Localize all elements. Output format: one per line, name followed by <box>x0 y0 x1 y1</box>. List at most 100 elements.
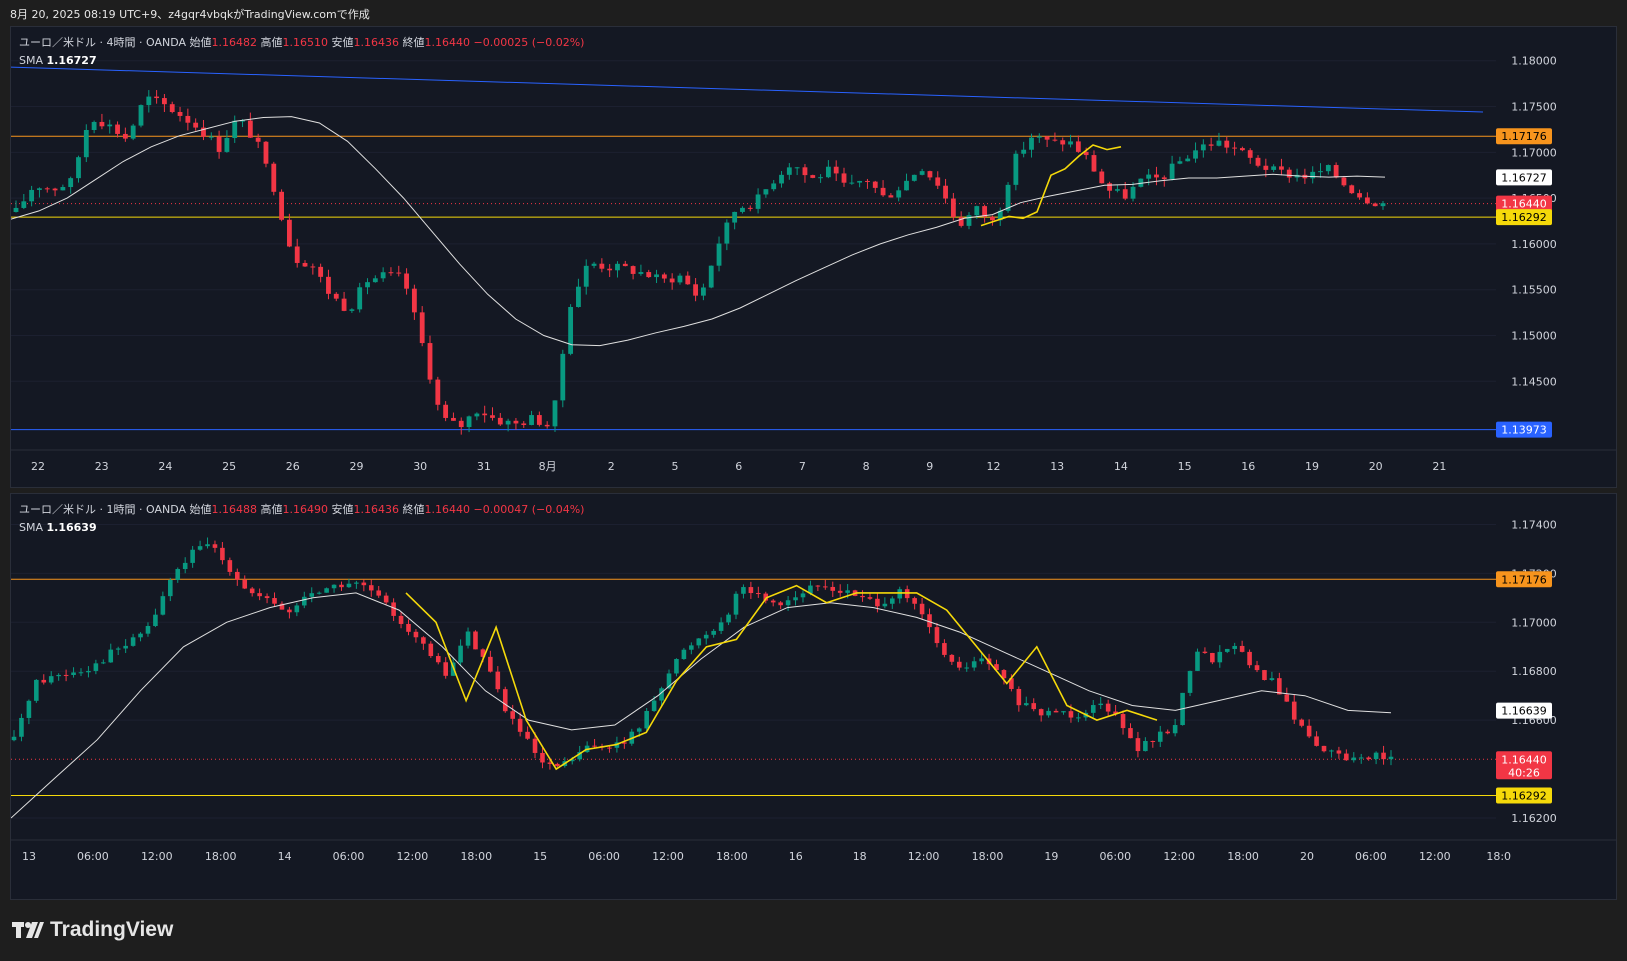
candle-body <box>867 597 873 599</box>
y-tick-label: 1.16800 <box>1511 665 1557 678</box>
sma-line <box>11 116 1386 347</box>
candle-body <box>154 96 160 99</box>
y-tick-label: 1.15000 <box>1511 330 1557 343</box>
y-tick-label: 1.17400 <box>1511 518 1557 531</box>
candle-down <box>413 629 419 643</box>
low-value: 1.16436 <box>353 36 400 49</box>
candle-up <box>48 671 54 685</box>
tradingview-logo[interactable]: TradingView <box>12 918 173 942</box>
candle-down <box>622 737 627 749</box>
candle-up <box>205 537 210 549</box>
chart-4h-svg[interactable]: 1.180001.175001.170001.165001.160001.155… <box>11 27 1617 488</box>
candle-body <box>1329 750 1334 752</box>
candle-body <box>1239 148 1245 151</box>
candle-down <box>540 747 545 769</box>
candle-body <box>1005 184 1011 211</box>
candle-up <box>1216 132 1222 147</box>
x-tick-label: 18:00 <box>205 850 237 863</box>
candle-body <box>168 579 173 597</box>
candle-body <box>1349 185 1355 194</box>
candle-up <box>1172 718 1178 737</box>
x-tick-label: 23 <box>95 460 109 473</box>
candle-down <box>1299 718 1304 728</box>
candle-down <box>428 641 434 658</box>
candle-up <box>78 668 84 677</box>
candle-body <box>703 634 709 639</box>
x-tick-label: 12 <box>987 460 1001 473</box>
candle-body <box>115 648 121 650</box>
candle-down <box>1099 168 1105 184</box>
low-value: 1.16436 <box>353 503 400 516</box>
candle-up <box>583 259 589 295</box>
candle-body <box>1083 151 1089 156</box>
candle-body <box>428 643 434 657</box>
candle-body <box>138 633 143 638</box>
chart-panel-1h[interactable]: ユーロ／米ドル · 1時間 · OANDA 始値1.16488 高値1.1649… <box>10 493 1617 900</box>
x-tick-label: 22 <box>31 460 45 473</box>
candle-down <box>286 213 292 248</box>
candle-body <box>1076 717 1081 719</box>
candle-body <box>160 596 166 615</box>
candle-up <box>1023 696 1029 707</box>
candle-body <box>1177 161 1183 164</box>
candle-down <box>1105 699 1111 716</box>
x-tick-label: 12:00 <box>141 850 173 863</box>
candle-body <box>368 585 374 591</box>
candle-up <box>800 590 806 603</box>
candle-body <box>419 312 425 344</box>
short-ma-line <box>405 584 1158 771</box>
candle-body <box>357 287 363 310</box>
candle-body <box>677 275 683 283</box>
candle-down <box>154 90 160 104</box>
candle-down <box>770 599 776 607</box>
level-high-badge-text: 1.17176 <box>1501 573 1547 586</box>
candle-body <box>1351 757 1357 761</box>
candle-down <box>263 140 269 168</box>
candle-body <box>1208 144 1214 146</box>
candle-body <box>421 637 426 644</box>
candle-body <box>76 157 81 179</box>
candle-body <box>1105 703 1111 712</box>
candle-down <box>823 579 828 590</box>
candle-body <box>1107 183 1113 191</box>
chart-panel-4h[interactable]: ユーロ／米ドル · 4時間 · OANDA 始値1.16482 高値1.1651… <box>10 26 1617 488</box>
candle-down <box>1016 686 1022 712</box>
candle-up <box>741 584 746 599</box>
candle-body <box>383 595 389 603</box>
candle-body <box>882 603 888 607</box>
candle-body <box>622 263 628 267</box>
sma-badge-text: 1.16639 <box>1501 705 1547 718</box>
open-value: 1.16482 <box>211 36 258 49</box>
candle-body <box>482 413 488 416</box>
candle-body <box>190 549 195 563</box>
candle-body <box>279 191 284 220</box>
candle-up <box>724 219 730 251</box>
candle-body <box>1090 705 1096 713</box>
candle-down <box>302 260 308 267</box>
candle-down <box>607 264 613 278</box>
candle-body <box>490 415 495 418</box>
candle-down <box>630 265 636 280</box>
candle-body <box>1115 189 1120 191</box>
candle-body <box>333 293 339 299</box>
candle-body <box>1161 177 1167 180</box>
candle-body <box>1172 725 1178 734</box>
candle-down <box>860 590 865 602</box>
candle-up <box>346 578 352 588</box>
level-high-badge: 1.17176 <box>1496 128 1552 145</box>
chart-1h-svg[interactable]: 1.174001.172001.170001.168001.166001.162… <box>11 494 1617 900</box>
candle-down <box>264 593 270 604</box>
candle-body <box>693 284 699 296</box>
candle-up <box>659 686 664 707</box>
candle-body <box>1372 203 1378 207</box>
candle-body <box>427 343 433 380</box>
candle-body <box>615 263 620 271</box>
candle-body <box>488 656 493 672</box>
candle-body <box>845 590 850 593</box>
candle-down <box>272 592 277 607</box>
candle-body <box>800 593 806 598</box>
candle-up <box>91 120 97 134</box>
candle-body <box>41 679 47 683</box>
candle-body <box>1381 752 1386 760</box>
